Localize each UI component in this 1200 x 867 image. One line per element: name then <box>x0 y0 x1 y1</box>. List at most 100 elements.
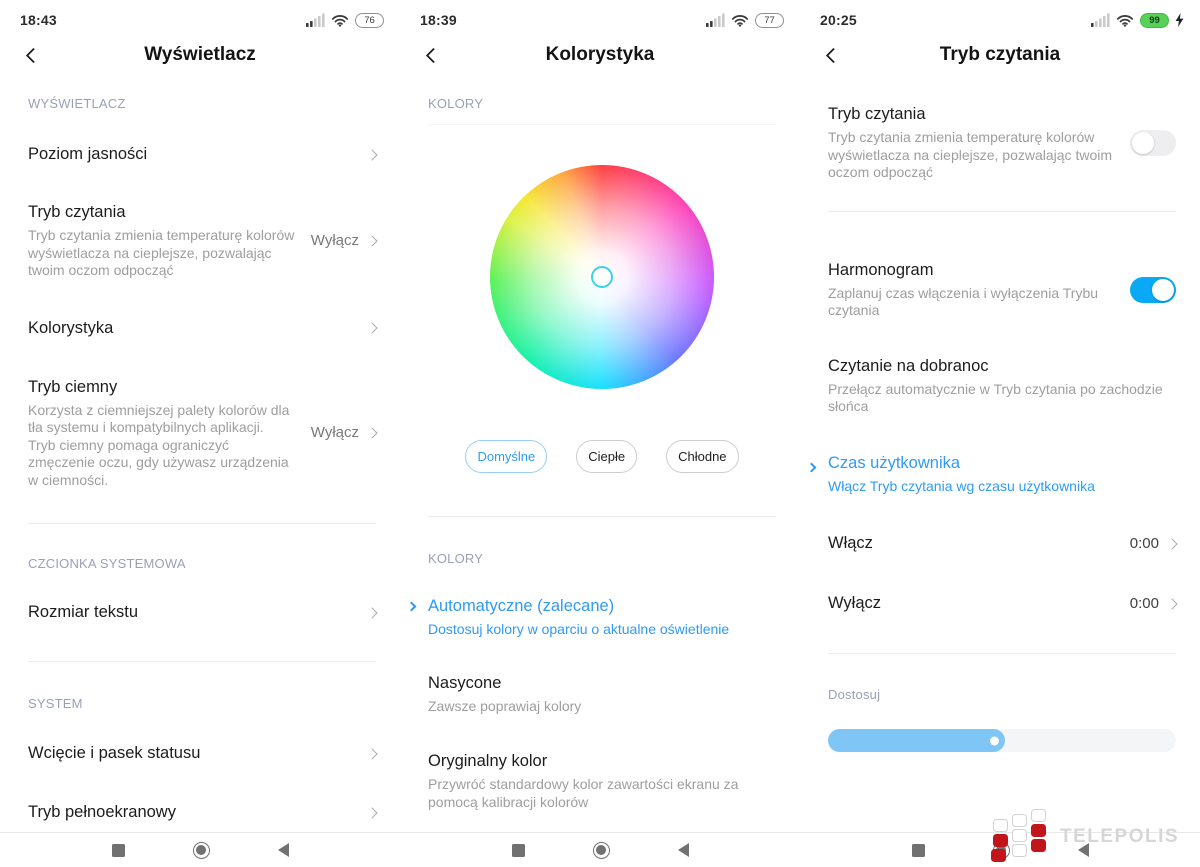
chevron-right-icon <box>366 747 378 760</box>
row-title: Rozmiar tekstu <box>28 603 139 621</box>
schedule-toggle[interactable] <box>1130 276 1176 303</box>
row-color-scheme[interactable]: Kolorystyka <box>28 318 378 339</box>
row-title: Czas użytkownika <box>828 453 961 472</box>
status-bar: 18:43 76 <box>0 0 400 28</box>
row-subtitle: Przełącz automatycznie w Tryb czytania p… <box>828 380 1163 415</box>
row-reading-mode-toggle[interactable]: Tryb czytania Tryb czytania zmienia temp… <box>828 104 1176 182</box>
color-scheme-screen: 18:39 77 Kolorystyka KOLORY Domyślne Cie… <box>400 0 800 867</box>
clock: 18:43 <box>20 12 57 28</box>
home-button[interactable] <box>592 841 610 859</box>
recents-button[interactable] <box>111 843 125 857</box>
signal-icon <box>1091 13 1110 27</box>
display-settings-screen: 18:43 76 Wyświetlacz WYŚWIETLACZ Poziom … <box>0 0 400 867</box>
row-subtitle: Przywróć standardowy kolor zawartości ek… <box>428 776 739 810</box>
row-schedule-toggle[interactable]: Harmonogram Zaplanuj czas włączenia i wy… <box>828 260 1176 320</box>
row-subtitle: Włącz Tryb czytania wg czasu użytkownika <box>828 477 1095 494</box>
page-title: Kolorystyka <box>545 44 655 65</box>
divider <box>828 210 1176 212</box>
back-nav-button[interactable] <box>677 843 689 857</box>
battery-percent: 77 <box>764 14 775 26</box>
row-title: Tryb czytania <box>828 105 926 123</box>
section-label-system-font: CZCIONKA SYSTEMOWA <box>28 556 186 571</box>
row-subtitle: Korzysta z ciemniejszej palety kolorów d… <box>28 401 290 488</box>
warmth-slider-fill <box>828 729 1006 752</box>
chevron-right-icon <box>366 322 378 334</box>
row-title: Tryb pełnoekranowy <box>28 803 176 821</box>
page-title: Tryb czytania <box>939 44 1061 65</box>
page-title: Wyświetlacz <box>144 44 256 65</box>
row-title: Automatyczne (zalecane) <box>428 597 615 615</box>
chevron-right-icon <box>366 427 378 439</box>
row-subtitle: Zaplanuj czas włączenia i wyłączenia Try… <box>828 284 1099 319</box>
row-title: Harmonogram <box>828 260 934 279</box>
signal-icon <box>306 13 325 27</box>
row-notch-statusbar[interactable]: Wcięcie i pasek statusu <box>28 743 378 764</box>
reading-mode-screen: 20:25 99 Tryb czytania Tryb czytania Try… <box>800 0 1200 867</box>
section-label-colors-2: KOLORY <box>428 551 484 566</box>
time-value: 0:00 <box>1129 595 1159 612</box>
row-brightness[interactable]: Poziom jasności <box>28 144 378 165</box>
row-title: Nasycone <box>428 673 502 692</box>
row-text-size[interactable]: Rozmiar tekstu <box>28 602 378 623</box>
row-subtitle: Tryb czytania zmienia temperaturę koloró… <box>28 227 295 278</box>
battery-icon-charging: 99 <box>1140 12 1169 28</box>
chevron-right-icon <box>1166 597 1178 610</box>
row-automatic-colors[interactable]: Automatyczne (zalecane) Dostosuj kolory … <box>406 596 776 639</box>
battery-percent: 76 <box>364 14 375 26</box>
chevron-right-icon <box>1166 537 1178 550</box>
chevron-right-icon <box>366 606 378 619</box>
battery-icon: 77 <box>755 12 784 28</box>
row-title: Oryginalny kolor <box>428 752 548 770</box>
time-value: 0:00 <box>1129 535 1159 552</box>
recents-button[interactable] <box>511 843 525 857</box>
section-label-colors: KOLORY <box>428 96 484 111</box>
recents-button[interactable] <box>911 843 925 857</box>
home-button[interactable] <box>192 841 210 859</box>
row-bedtime-reading[interactable]: Czytanie na dobranoc Przełącz automatycz… <box>828 356 1176 416</box>
row-title: Tryb ciemny <box>28 377 118 396</box>
signal-icon <box>706 13 725 27</box>
warmth-slider-knob[interactable] <box>990 736 1000 745</box>
chevron-right-icon <box>406 601 417 612</box>
wifi-icon <box>1116 15 1134 27</box>
wifi-icon <box>331 15 349 27</box>
row-title: Wcięcie i pasek statusu <box>28 744 201 762</box>
chevron-right-icon <box>366 148 378 161</box>
back-nav-button[interactable] <box>1077 843 1089 857</box>
row-title: Włącz <box>828 534 873 552</box>
status-bar: 20:25 99 <box>800 0 1200 28</box>
adjust-label: Dostosuj <box>828 687 881 702</box>
pill-cool[interactable]: Chłodne <box>666 440 739 473</box>
clock: 20:25 <box>820 12 857 28</box>
row-saturated-colors[interactable]: Nasycone Zawsze poprawiaj kolory <box>428 673 776 716</box>
chevron-right-icon <box>806 462 817 472</box>
home-button[interactable] <box>992 841 1010 859</box>
row-turn-off-time[interactable]: Wyłącz 0:00 <box>828 593 1178 614</box>
row-subtitle: Tryb czytania zmienia temperaturę koloró… <box>828 129 1113 180</box>
color-wheel-selector[interactable] <box>591 266 613 288</box>
pill-default[interactable]: Domyślne <box>465 440 548 473</box>
row-title: Poziom jasności <box>28 145 148 163</box>
reading-mode-toggle[interactable] <box>1130 129 1176 156</box>
row-original-color[interactable]: Oryginalny kolor Przywróć standardowy ko… <box>428 751 776 811</box>
row-title: Kolorystyka <box>28 318 114 337</box>
row-reading-mode[interactable]: Tryb czytania Tryb czytania zmienia temp… <box>28 202 378 280</box>
row-fullscreen-mode[interactable]: Tryb pełnoekranowy <box>28 802 378 823</box>
divider <box>828 653 1176 654</box>
divider <box>428 124 776 125</box>
row-custom-time[interactable]: Czas użytkownika Włącz Tryb czytania wg … <box>806 453 1176 496</box>
section-label-display: WYŚWIETLACZ <box>28 96 126 111</box>
row-turn-on-time[interactable]: Włącz 0:00 <box>828 533 1178 554</box>
pill-warm[interactable]: Ciepłe <box>576 440 638 473</box>
back-nav-button[interactable] <box>277 843 289 857</box>
color-wheel[interactable] <box>490 165 714 389</box>
divider <box>428 516 776 517</box>
charging-bolt-icon <box>1175 13 1184 27</box>
row-value: Wyłącz <box>310 232 359 250</box>
warmth-slider[interactable] <box>828 729 1176 752</box>
wifi-icon <box>731 15 749 27</box>
row-title: Wyłącz <box>828 594 882 612</box>
row-title: Czytanie na dobranoc <box>828 356 989 375</box>
row-dark-mode[interactable]: Tryb ciemny Korzysta z ciemniejszej pale… <box>28 377 378 490</box>
